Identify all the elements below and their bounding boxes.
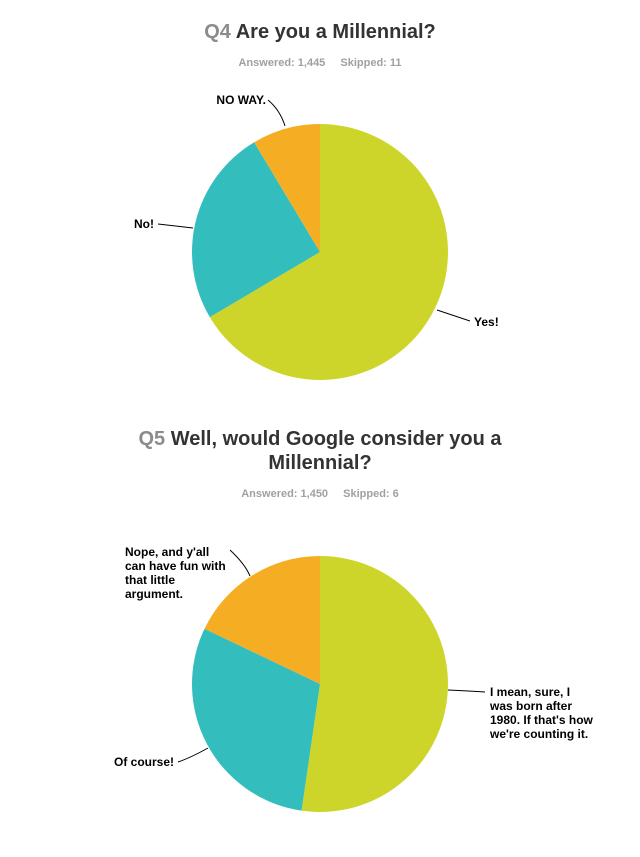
q4-answered: Answered: 1,445 xyxy=(238,57,326,69)
slice-label: we're counting it. xyxy=(489,727,588,741)
q5-meta: Answered: 1,450 Skipped: 6 xyxy=(0,488,640,500)
q4-pie-chart: Yes! No! NO WAY. xyxy=(134,93,499,380)
slice-label: Of course! xyxy=(114,755,174,769)
leader-line xyxy=(177,747,209,763)
q4-question: Are you a Millennial? xyxy=(235,21,436,43)
slice-label: Nope, and y'all xyxy=(125,545,209,559)
leader-line xyxy=(157,223,194,229)
pie-slice xyxy=(301,556,448,812)
pie-slice xyxy=(192,142,320,318)
q5-question-line2: Millennial? xyxy=(268,452,372,474)
leader-line xyxy=(447,689,486,693)
pie-slice xyxy=(204,556,320,684)
slice-label: No! xyxy=(134,217,154,231)
slice-label: 1980. If that's how xyxy=(490,713,594,727)
leader-line xyxy=(436,309,471,322)
leader-line xyxy=(229,549,251,577)
slice-label: NO WAY. xyxy=(216,93,266,107)
q4-meta: Answered: 1,445 Skipped: 11 xyxy=(0,57,640,69)
q5-number: Q5 xyxy=(138,428,166,450)
leader-line xyxy=(267,99,286,127)
q4-title: Q4 Are you a Millennial? xyxy=(0,20,640,44)
slice-label: that little xyxy=(125,573,175,587)
q4-number: Q4 xyxy=(204,21,231,43)
pie-slice xyxy=(254,124,320,252)
q4-skipped: Skipped: 11 xyxy=(340,57,402,69)
q5-title: Q5 Well, would Google consider you a Mil… xyxy=(0,427,640,475)
slice-label: I mean, sure, I xyxy=(490,685,570,699)
q5-answered: Answered: 1,450 xyxy=(241,488,329,500)
slice-label: was born after xyxy=(489,699,572,713)
slice-label: argument. xyxy=(125,587,183,601)
q5-question-line1: Well, would Google consider you a xyxy=(170,428,502,450)
pie-slice xyxy=(191,628,320,811)
slice-label: Yes! xyxy=(474,315,499,329)
pie-slice xyxy=(209,124,449,380)
q5-skipped: Skipped: 6 xyxy=(343,488,399,500)
slice-label: can have fun with xyxy=(125,559,226,573)
